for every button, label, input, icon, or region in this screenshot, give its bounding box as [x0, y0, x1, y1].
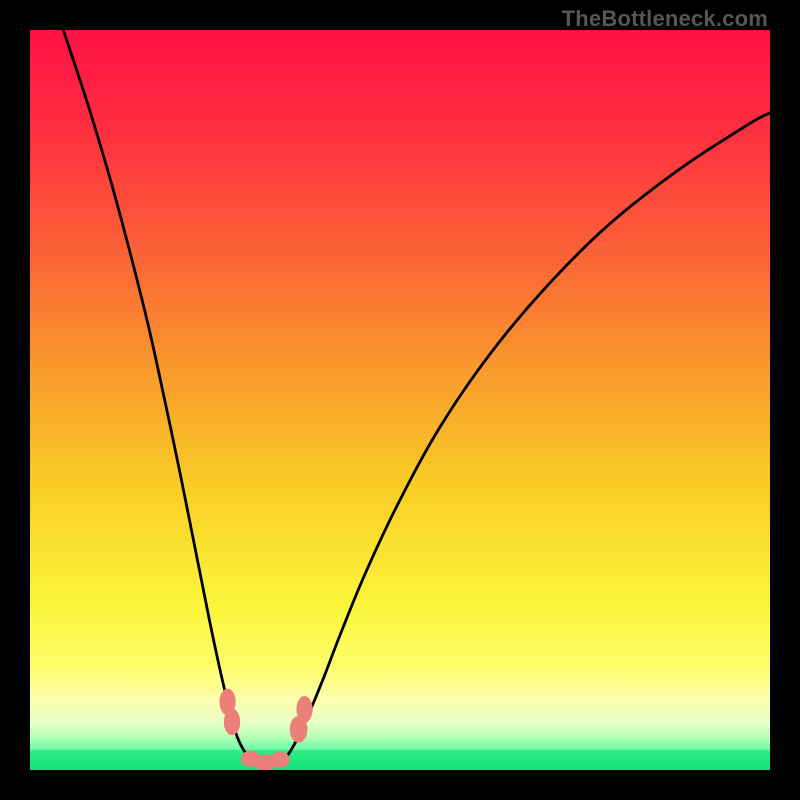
marker-blob [296, 696, 312, 723]
curve-path [63, 30, 770, 765]
watermark-text: TheBottleneck.com [562, 6, 768, 32]
marker-blob [224, 709, 240, 736]
marker-blob [271, 752, 290, 768]
bottleneck-curve [30, 30, 770, 770]
plot-area [30, 30, 770, 770]
